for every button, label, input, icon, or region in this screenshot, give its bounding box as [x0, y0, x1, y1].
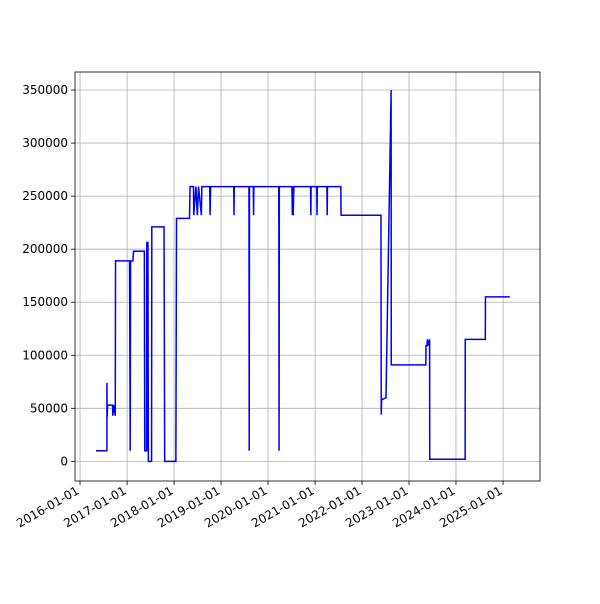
data-line: [95, 90, 510, 463]
y-tick-label: 350000: [22, 83, 68, 97]
y-tick-label: 300000: [22, 136, 68, 150]
y-tick-label: 0: [60, 454, 68, 468]
y-tick-label: 150000: [22, 295, 68, 309]
y-tick-label: 100000: [22, 348, 68, 362]
plot-frame: [74, 71, 541, 482]
y-tick-label: 200000: [22, 242, 68, 256]
y-tick-label: 250000: [22, 189, 68, 203]
y-tick-label: 50000: [30, 401, 68, 415]
